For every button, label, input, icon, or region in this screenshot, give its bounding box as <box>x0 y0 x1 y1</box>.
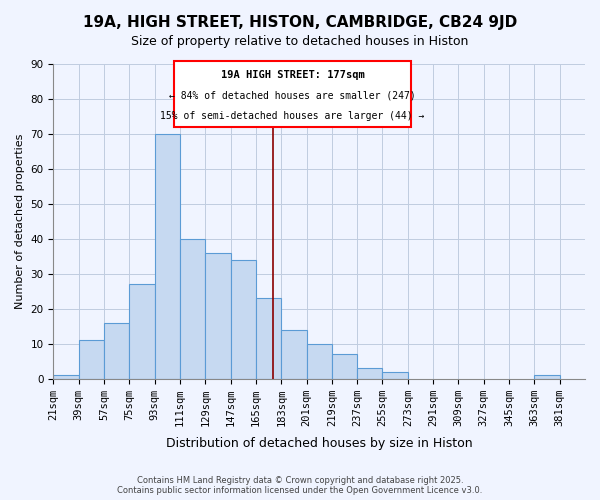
Bar <box>256 298 281 378</box>
Text: Size of property relative to detached houses in Histon: Size of property relative to detached ho… <box>131 35 469 48</box>
Text: 15% of semi-detached houses are larger (44) →: 15% of semi-detached houses are larger (… <box>160 112 425 122</box>
Bar <box>155 134 180 378</box>
Bar <box>307 344 332 378</box>
FancyBboxPatch shape <box>175 61 410 127</box>
Bar <box>357 368 382 378</box>
Text: Contains HM Land Registry data © Crown copyright and database right 2025.
Contai: Contains HM Land Registry data © Crown c… <box>118 476 482 495</box>
Bar <box>180 239 205 378</box>
Bar <box>332 354 357 378</box>
Text: ← 84% of detached houses are smaller (247): ← 84% of detached houses are smaller (24… <box>169 90 416 101</box>
Bar <box>79 340 104 378</box>
Bar <box>382 372 408 378</box>
Bar <box>130 284 155 378</box>
Text: 19A HIGH STREET: 177sqm: 19A HIGH STREET: 177sqm <box>221 70 364 80</box>
Y-axis label: Number of detached properties: Number of detached properties <box>15 134 25 309</box>
Bar <box>230 260 256 378</box>
X-axis label: Distribution of detached houses by size in Histon: Distribution of detached houses by size … <box>166 437 473 450</box>
Bar <box>535 375 560 378</box>
Bar <box>281 330 307 378</box>
Bar <box>104 323 130 378</box>
Bar <box>53 375 79 378</box>
Bar <box>205 253 230 378</box>
Text: 19A, HIGH STREET, HISTON, CAMBRIDGE, CB24 9JD: 19A, HIGH STREET, HISTON, CAMBRIDGE, CB2… <box>83 15 517 30</box>
